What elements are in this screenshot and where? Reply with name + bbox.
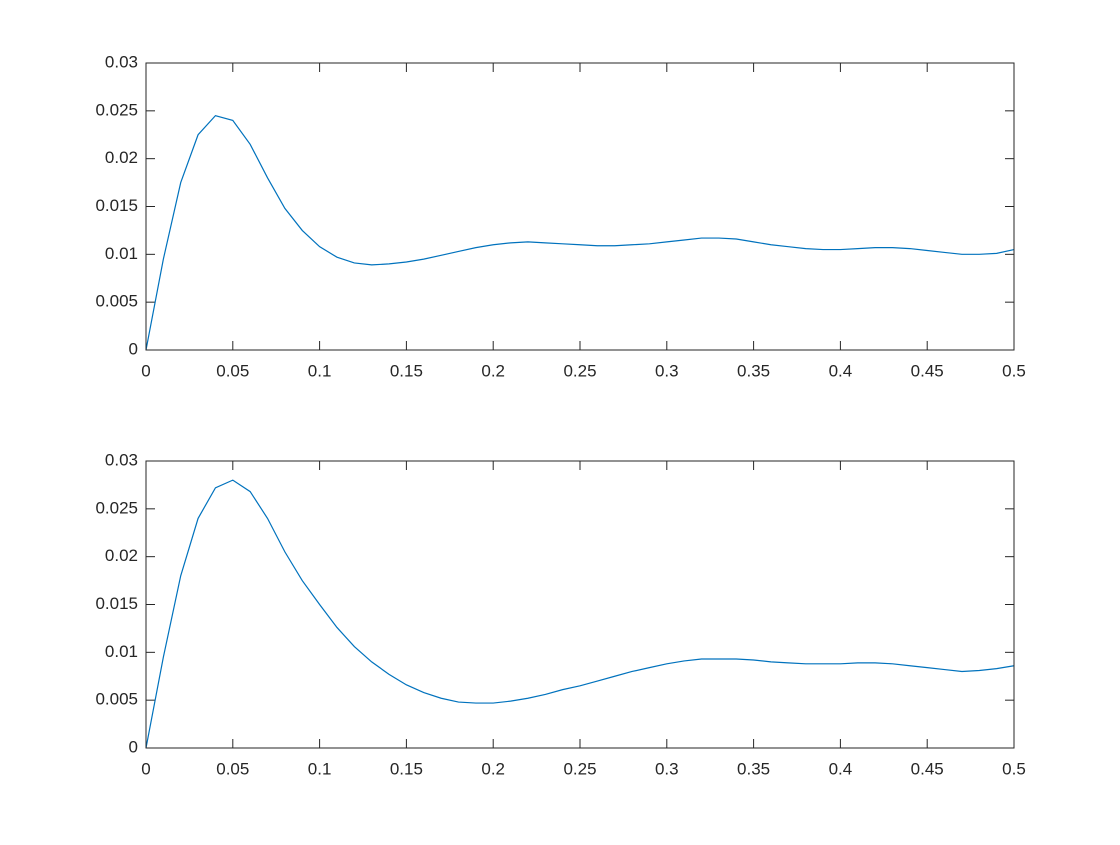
x-tick-label: 0.05 — [216, 759, 249, 778]
y-tick-label: 0.025 — [95, 100, 138, 119]
x-tick-label: 0.15 — [390, 759, 423, 778]
x-tick-label: 0.2 — [481, 759, 505, 778]
y-tick-label: 0 — [129, 737, 138, 756]
x-tick-label: 0.05 — [216, 361, 249, 380]
x-tick-label: 0.3 — [655, 759, 679, 778]
y-tick-label: 0.005 — [95, 292, 138, 311]
x-tick-label: 0.5 — [1002, 759, 1026, 778]
y-tick-label: 0 — [129, 339, 138, 358]
x-tick-label: 0.45 — [911, 361, 944, 380]
y-tick-label: 0.02 — [105, 546, 138, 565]
data-line — [145, 479, 1015, 749]
x-tick-label: 0.1 — [308, 759, 332, 778]
y-tick-label: 0.03 — [105, 52, 138, 71]
axes-box — [145, 62, 1015, 351]
x-tick-label: 0.25 — [563, 361, 596, 380]
y-tick-label: 0.01 — [105, 244, 138, 263]
x-tick-label: 0.5 — [1002, 361, 1026, 380]
y-tick-label: 0.03 — [105, 450, 138, 469]
y-tick-label: 0.025 — [95, 498, 138, 517]
x-tick-label: 0.4 — [829, 361, 853, 380]
x-tick-label: 0.4 — [829, 759, 853, 778]
x-tick-label: 0.15 — [390, 361, 423, 380]
axes-box — [145, 460, 1015, 749]
data-line — [145, 114, 1015, 351]
x-tick-label: 0 — [141, 361, 150, 380]
y-tick-label: 0.02 — [105, 148, 138, 167]
plot-area — [146, 461, 1014, 748]
x-tick-label: 0.35 — [737, 759, 770, 778]
plot-area — [146, 63, 1014, 350]
y-tick-label: 0.015 — [95, 594, 138, 613]
y-tick-label: 0.015 — [95, 196, 138, 215]
x-tick-label: 0 — [141, 759, 150, 778]
x-tick-label: 0.35 — [737, 361, 770, 380]
x-tick-label: 0.45 — [911, 759, 944, 778]
x-tick-label: 0.1 — [308, 361, 332, 380]
x-tick-label: 0.2 — [481, 361, 505, 380]
x-tick-label: 0.3 — [655, 361, 679, 380]
y-tick-label: 0.01 — [105, 642, 138, 661]
y-tick-label: 0.005 — [95, 690, 138, 709]
x-tick-label: 0.25 — [563, 759, 596, 778]
